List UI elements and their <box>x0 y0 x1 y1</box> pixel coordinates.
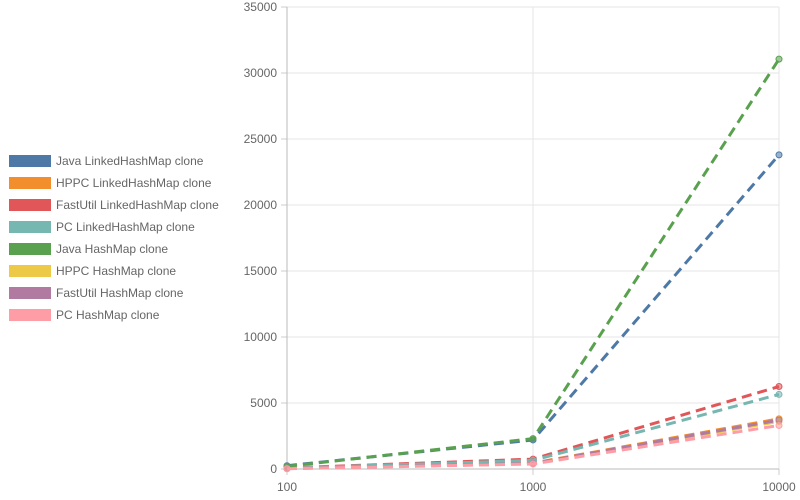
legend-swatch <box>9 199 51 211</box>
y-tick-label: 30000 <box>244 66 278 80</box>
legend-swatch <box>9 221 51 233</box>
legend-swatch <box>9 265 51 277</box>
x-tick-label: 100 <box>277 480 297 494</box>
legend-label: HPPC HashMap clone <box>56 264 176 278</box>
legend-label: PC HashMap clone <box>56 308 160 322</box>
grid <box>286 6 780 470</box>
legend-swatch <box>9 309 51 321</box>
y-tick-label: 35000 <box>244 0 278 14</box>
legend-swatch <box>9 177 51 189</box>
legend-swatch <box>9 287 51 299</box>
legend-label: Java HashMap clone <box>56 242 168 256</box>
series-lines <box>283 55 783 473</box>
y-tick-label: 10000 <box>244 330 278 344</box>
legend-label: Java LinkedHashMap clone <box>56 154 204 168</box>
y-tick-label: 25000 <box>244 132 278 146</box>
data-point <box>283 465 291 473</box>
data-point <box>775 151 783 159</box>
legend-label: PC LinkedHashMap clone <box>56 220 195 234</box>
legend-label: FastUtil LinkedHashMap clone <box>56 198 219 212</box>
data-point <box>775 421 783 429</box>
data-point <box>775 55 783 63</box>
x-tick-label: 10000 <box>762 480 796 494</box>
y-tick-label: 0 <box>270 462 277 476</box>
legend-swatch <box>9 243 51 255</box>
data-point <box>775 390 783 398</box>
legend-label: FastUtil HashMap clone <box>56 286 184 300</box>
legend: Java LinkedHashMap clone HPPC LinkedHashM… <box>9 154 219 322</box>
x-tick-label: 1000 <box>520 480 547 494</box>
data-point <box>775 383 783 390</box>
data-point <box>529 460 537 468</box>
data-point <box>529 435 537 443</box>
y-tick-label: 5000 <box>250 396 277 410</box>
y-tick-label: 20000 <box>244 198 278 212</box>
axes: 0 5000 10000 15000 20000 25000 30000 35000 100 10… <box>244 0 796 494</box>
y-tick-label: 15000 <box>244 264 278 278</box>
legend-label: HPPC LinkedHashMap clone <box>56 176 212 190</box>
legend-swatch <box>9 155 51 167</box>
